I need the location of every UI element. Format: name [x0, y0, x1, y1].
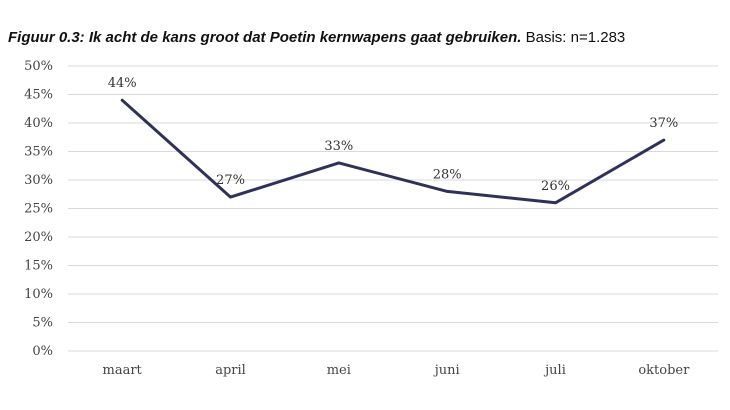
y-tick-label: 10%	[24, 287, 53, 302]
chart-subtitle: Basis: n=1.283	[525, 29, 626, 46]
y-tick-label: 40%	[24, 116, 53, 131]
x-tick-label: april	[215, 363, 246, 378]
x-tick-label: juni	[433, 363, 460, 378]
y-tick-label: 0%	[32, 344, 53, 359]
x-tick-label: juli	[543, 363, 566, 378]
data-label: 28%	[433, 167, 462, 182]
gridlines	[68, 65, 718, 352]
data-label: 44%	[108, 76, 137, 91]
y-tick-label: 30%	[24, 173, 53, 188]
data-label: 26%	[541, 179, 570, 194]
y-tick-label: 15%	[24, 259, 53, 274]
data-label: 27%	[216, 173, 245, 188]
chart-title-line: Figuur 0.3: Ik acht de kans groot dat Po…	[8, 29, 625, 46]
y-axis-tick-labels: 0% 5% 10% 15% 20% 25% 30% 35% 40% 45% 50%	[24, 59, 53, 359]
series-line	[120, 98, 666, 205]
y-tick-label: 35%	[24, 145, 53, 160]
x-axis-tick-labels: maart april mei juni juli oktober	[103, 363, 691, 378]
chart-title: Figuur 0.3: Ik acht de kans groot dat Po…	[8, 29, 522, 46]
x-tick-label: oktober	[638, 363, 690, 378]
y-tick-label: 5%	[32, 316, 53, 331]
x-tick-label: mei	[327, 363, 351, 378]
y-tick-label: 25%	[24, 202, 53, 217]
x-tick-label: maart	[103, 363, 143, 378]
y-tick-label: 45%	[24, 88, 53, 103]
data-labels: 44% 27% 33% 28% 26% 37%	[108, 76, 679, 194]
data-label: 37%	[649, 116, 678, 131]
y-tick-label: 20%	[24, 230, 53, 245]
data-label: 33%	[324, 139, 353, 154]
y-tick-label: 50%	[24, 59, 53, 74]
